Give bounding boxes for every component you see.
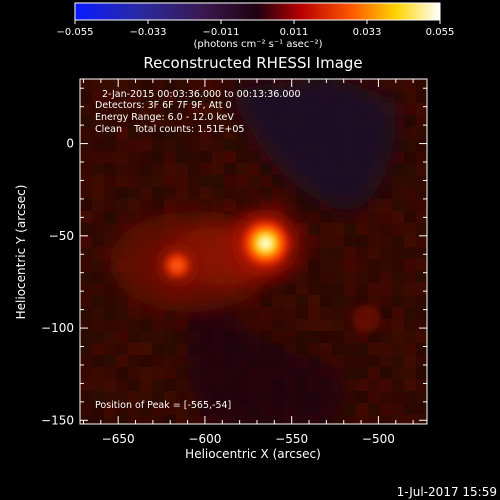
annotation-peak-position: Position of Peak = [-565,-54] [95,400,231,411]
negative-lobes [186,79,396,424]
colorbar-tick-label: −0.055 [56,27,93,38]
chart-title: Reconstructed RHESSI Image [143,54,362,72]
colorbar-ticks: −0.055 −0.033 −0.011 0.011 0.033 0.055 [56,20,454,38]
y-tick-label: −50 [49,229,74,243]
colorbar-unit-label: (photons cm⁻² s⁻¹ asec⁻²) [193,39,322,50]
plot-area [80,79,427,424]
emission-source [352,304,381,333]
annotation-detectors: Detectors: 3F 6F 7F 9F, Att 0 [95,100,232,111]
x-tick-label: −600 [188,432,221,446]
y-tick-label: −150 [41,413,74,427]
annotation-clean-counts: Clean Total counts: 1.51E+05 [95,124,244,135]
plot-frame [79,78,428,425]
x-tick-label: −550 [275,432,308,446]
x-axis-ticks: −650 −600 −550 −500 [82,79,414,446]
y-tick-label: −100 [41,321,74,335]
colorbar-tick-label: 0.055 [426,27,455,38]
footer-timestamp: 1-Jul-2017 15:59 [397,485,497,499]
y-axis-ticks: −150 −100 −50 0 [41,87,427,427]
y-tick-label: 0 [66,137,74,151]
colorbar-tick-label: 0.011 [280,27,309,38]
colorbar-tick-label: −0.033 [129,27,166,38]
x-tick-label: −650 [102,432,135,446]
colorbar-gradient [74,2,441,21]
x-axis-label: Heliocentric X (arcsec) [185,447,321,461]
emission-source [231,209,300,278]
y-axis-label: Heliocentric Y (arcsec) [14,185,28,320]
emission-sources [155,209,381,333]
x-tick-label: −500 [362,432,395,446]
annotation-energy-range: Energy Range: 6.0 - 12.0 keV [95,112,234,123]
colorbar-tick-label: 0.033 [353,27,382,38]
colorbar: −0.055 −0.033 −0.011 0.011 0.033 0.055 (photo… [56,2,454,50]
observation-annotations: 2-Jan-2015 00:03:36.000 to 00:13:36.000 … [95,89,300,411]
annotation-time-range: 2-Jan-2015 00:03:36.000 to 00:13:36.000 [102,89,300,100]
colorbar-tick-label: −0.011 [202,27,239,38]
emission-source [155,243,200,288]
